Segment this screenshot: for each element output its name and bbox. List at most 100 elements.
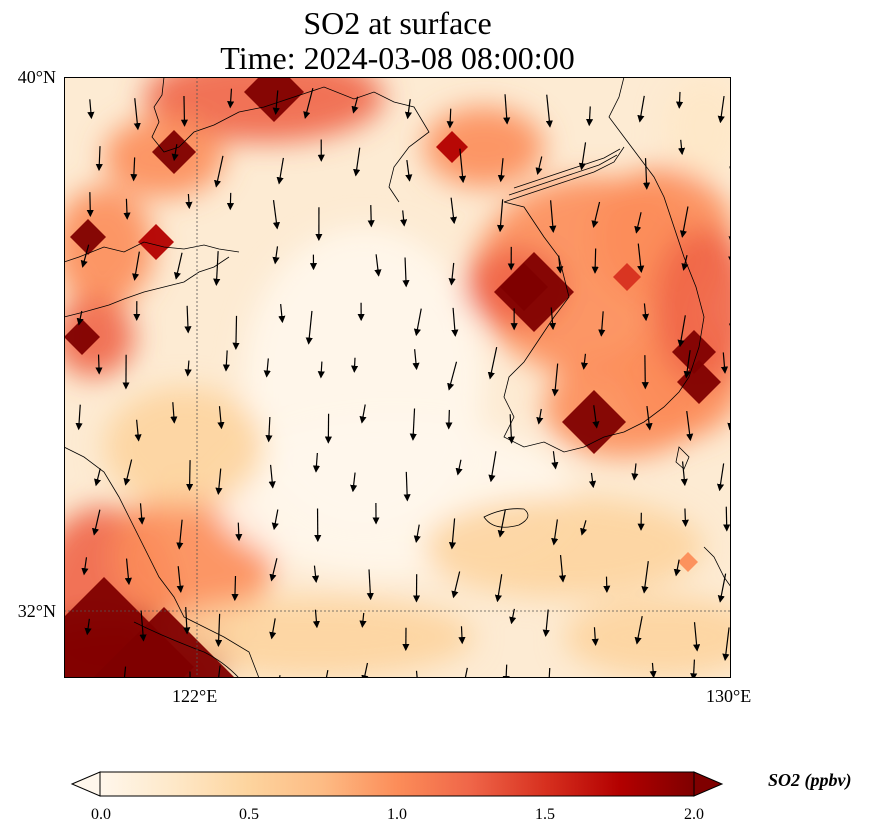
colorbar-extend-min bbox=[70, 771, 101, 797]
wind-arrow bbox=[271, 509, 279, 531]
wind-arrow bbox=[551, 519, 559, 546]
wind-arrow bbox=[86, 192, 94, 218]
wind-arrow bbox=[548, 667, 551, 678]
wind-arrow bbox=[139, 610, 147, 642]
wind-arrow bbox=[367, 205, 375, 228]
wind-arrow bbox=[458, 148, 467, 184]
wind-arrow bbox=[325, 669, 329, 678]
wind-arrow bbox=[232, 315, 240, 350]
wind-vectors bbox=[75, 87, 731, 678]
wind-arrow bbox=[487, 346, 498, 380]
wind-arrow bbox=[272, 246, 280, 265]
wind-arrow bbox=[502, 664, 510, 678]
wind-arrow bbox=[124, 558, 132, 586]
wind-arrow bbox=[87, 99, 95, 120]
wind-arrow bbox=[359, 404, 367, 424]
wind-arrow bbox=[681, 508, 689, 527]
so2-hotspots bbox=[64, 77, 721, 678]
wind-arrow bbox=[558, 555, 567, 583]
wind-arrow bbox=[317, 361, 325, 379]
wind-arrow bbox=[645, 405, 653, 431]
so2-hotspot bbox=[244, 77, 304, 122]
colorbar-tick-3: 1.5 bbox=[535, 806, 555, 823]
so2-patch bbox=[64, 187, 154, 307]
wind-arrow bbox=[184, 305, 192, 334]
wind-arrow bbox=[677, 315, 686, 348]
wind-arrow bbox=[446, 108, 454, 129]
map-subtitle-time: Time: 2024-03-08 08:00:00 bbox=[220, 40, 575, 76]
wind-arrow bbox=[507, 414, 515, 444]
wind-arrow bbox=[95, 354, 103, 375]
wind-arrow bbox=[494, 574, 503, 603]
wind-arrow bbox=[503, 94, 511, 125]
wind-arrow bbox=[171, 144, 179, 162]
wind-arrow bbox=[451, 307, 459, 337]
wind-arrow bbox=[592, 405, 600, 429]
so2-hotspot bbox=[500, 263, 548, 311]
wind-arrow bbox=[76, 310, 84, 326]
lat-label-32n: 32°N bbox=[17, 601, 56, 621]
wind-arrow bbox=[217, 406, 225, 430]
wind-arrow bbox=[311, 565, 320, 583]
wind-arrow bbox=[720, 352, 729, 374]
wind-arrow bbox=[94, 468, 102, 487]
wind-arrow bbox=[176, 519, 184, 550]
wind-arrow bbox=[405, 159, 413, 182]
wind-arrow bbox=[217, 665, 221, 678]
wind-arrow bbox=[132, 251, 140, 281]
wind-arrow bbox=[445, 409, 453, 430]
lon-label-122e: 122°E bbox=[172, 686, 218, 706]
wind-arrow bbox=[637, 95, 645, 123]
so2-hotspot bbox=[70, 219, 106, 255]
wind-arrow bbox=[642, 158, 651, 190]
wind-arrow bbox=[231, 575, 239, 602]
wind-arrow bbox=[84, 618, 92, 636]
wind-arrow bbox=[448, 262, 456, 286]
wind-arrow bbox=[183, 607, 191, 635]
wind-arrow bbox=[536, 408, 544, 425]
wind-arrow bbox=[403, 471, 411, 502]
wind-arrow bbox=[649, 662, 657, 678]
wind-arrow bbox=[634, 212, 642, 234]
so2-hotspot bbox=[94, 607, 234, 678]
lat-label-40n: 40°N bbox=[17, 67, 56, 87]
wind-arrow bbox=[278, 304, 286, 324]
wind-arrow bbox=[580, 520, 588, 536]
wind-arrow bbox=[686, 411, 694, 442]
wind-arrow bbox=[680, 461, 688, 487]
colorbar-gradient bbox=[99, 771, 695, 797]
colorbar-extend-max bbox=[693, 771, 724, 797]
so2-patch bbox=[154, 597, 474, 677]
wind-arrow bbox=[402, 257, 410, 288]
wind-arrow bbox=[350, 472, 358, 493]
wind-arrow bbox=[123, 666, 127, 678]
wind-arrow bbox=[591, 627, 599, 647]
wind-arrow bbox=[677, 139, 686, 156]
wind-arrow bbox=[305, 310, 313, 345]
wind-arrow bbox=[272, 90, 280, 116]
wind-arrow bbox=[447, 361, 458, 391]
wind-arrow bbox=[134, 419, 142, 442]
so2-map bbox=[64, 77, 731, 678]
wind-arrow bbox=[95, 146, 103, 172]
colorbar-tick-4: 2.0 bbox=[684, 806, 704, 823]
wind-arrow bbox=[173, 252, 183, 280]
so2-hotspot bbox=[613, 263, 641, 291]
wind-arrow bbox=[80, 244, 90, 268]
wind-arrow bbox=[497, 158, 505, 183]
wind-arrow bbox=[235, 522, 243, 542]
wind-arrow bbox=[130, 157, 138, 182]
wind-arrow bbox=[634, 615, 643, 645]
wind-arrow bbox=[449, 197, 458, 225]
wind-arrow bbox=[545, 94, 553, 128]
wind-arrow bbox=[413, 524, 421, 544]
wind-arrow bbox=[269, 558, 278, 582]
so2-patch bbox=[424, 497, 704, 597]
wind-arrow bbox=[75, 404, 83, 431]
wind-arrow bbox=[496, 199, 505, 233]
wind-arrow bbox=[692, 622, 701, 652]
wind-arrow bbox=[269, 618, 277, 640]
wind-arrow bbox=[374, 254, 382, 277]
wind-arrow bbox=[351, 96, 359, 114]
wind-arrow bbox=[81, 557, 89, 576]
